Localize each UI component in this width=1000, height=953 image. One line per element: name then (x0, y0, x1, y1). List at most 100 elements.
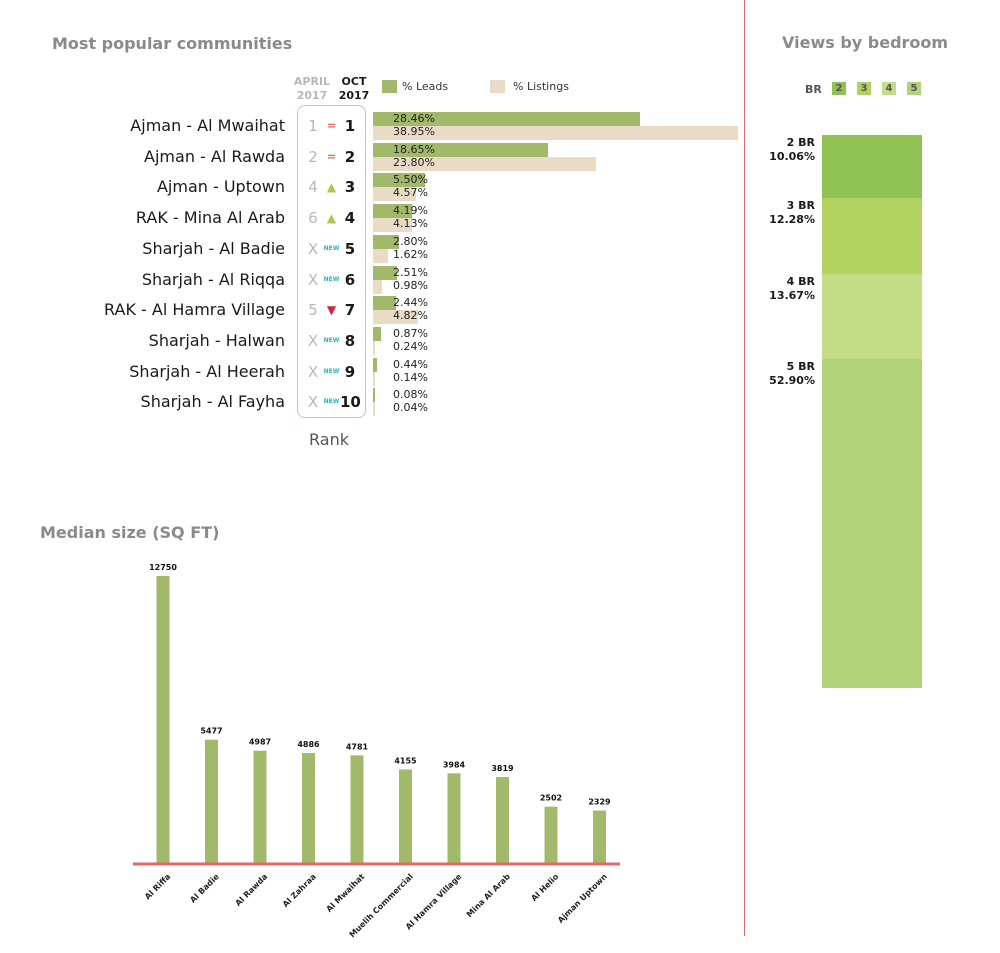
median-size-category-label: Al Helio (529, 872, 560, 903)
april-rank: 6 (308, 209, 318, 228)
leads-value: 28.46% (393, 112, 435, 125)
community-name: Sharjah - Al Heerah (129, 361, 285, 381)
median-size-bar (156, 576, 170, 863)
bedroom-segment-value: 10.06% (769, 150, 815, 163)
listings-value: 0.98% (393, 278, 428, 292)
bedroom-segment-name: 2 BR (786, 136, 815, 149)
listings-bar (373, 279, 383, 294)
april-header-line1: APRIL (293, 75, 331, 88)
community-name: Sharjah - Al Riqqa (141, 269, 285, 289)
legend-leads-label: % Leads (402, 80, 449, 93)
rank-change-indicator: NEW (323, 398, 340, 406)
bedroom-segment-label: 4 BR 13.67% (769, 275, 815, 303)
april-rank: X (307, 331, 319, 350)
leads-bar (373, 112, 640, 126)
median-size-category-label: Al Mwaihat (325, 872, 367, 914)
rank-change-indicator: ▲ (326, 211, 337, 226)
community-name: RAK - Al Hamra Village (104, 300, 285, 320)
listings-value: 0.14% (393, 370, 428, 384)
leads-value: 2.44% (393, 296, 428, 310)
bedroom-key-label: BR (805, 83, 822, 96)
listings-value: 4.13% (393, 217, 428, 231)
median-size-value-label: 4886 (297, 740, 320, 749)
leads-bar (373, 142, 548, 157)
bedroom-segment-value: 52.90% (769, 373, 815, 387)
median-size-category-label: Al Riffa (143, 872, 172, 901)
median-size-category-label: Mina Al Arab (465, 872, 512, 919)
listings-bar (373, 156, 597, 171)
listings-value: 4.57% (393, 186, 428, 200)
bedroom-title: Views by bedroom (782, 33, 949, 52)
oct-rank: 2 (344, 147, 356, 166)
oct-header-line2: 2017 (338, 89, 370, 102)
median-size-category-label: Al Hamra Village (404, 872, 464, 932)
rank-box (297, 105, 366, 418)
rank-change-indicator: NEW (323, 367, 340, 375)
median-size-bar (447, 773, 461, 863)
rank-change-indicator: = (326, 149, 337, 163)
median-size-category-label: Ajman Uptown (556, 872, 609, 925)
oct-rank: 4 (344, 209, 356, 228)
median-size-value-label: 2502 (540, 794, 562, 803)
community-name: Sharjah - Al Badie (142, 238, 285, 258)
bedroom-segment (822, 273, 922, 359)
community-name: Sharjah - Halwan (148, 330, 285, 350)
median-size-value-label: 3819 (491, 764, 514, 773)
leads-bar (373, 234, 400, 249)
leads-bar (373, 388, 375, 403)
community-name: Sharjah - Al Fayha (140, 392, 285, 412)
leads-value: 2.80% (393, 234, 428, 248)
median-size-value-label: 3984 (443, 760, 466, 769)
median-size-bar (544, 806, 558, 863)
median-size-value-label: 4987 (249, 738, 271, 747)
legend-leads-swatch (382, 80, 397, 93)
leads-value: 2.51% (393, 265, 428, 279)
oct-header-line1: OCT (341, 75, 367, 88)
section-divider (744, 0, 745, 936)
listings-bar (373, 310, 419, 325)
leads-bar (373, 296, 396, 311)
listings-value: 4.82% (393, 309, 428, 323)
rank-change-indicator: NEW (323, 275, 340, 283)
bedroom-segment-value: 13.67% (769, 288, 815, 302)
leads-bar (373, 173, 425, 188)
april-rank: 5 (308, 301, 318, 320)
bedroom-segment-label: 3 BR 12.28% (769, 199, 815, 227)
rank-change-indicator: ▲ (326, 180, 337, 195)
listings-value: 38.95% (393, 125, 435, 138)
legend-listings-label: % Listings (513, 80, 569, 93)
bedroom-segment-name: 4 BR (786, 274, 815, 288)
bedroom-segment (822, 135, 922, 198)
april-rank: X (307, 362, 319, 381)
leads-bar (373, 265, 397, 280)
median-size-bar (399, 769, 412, 863)
april-rank: 1 (308, 117, 318, 135)
median-size-bar (350, 755, 364, 863)
rank-caption: Rank (309, 430, 349, 449)
listings-bar (373, 371, 375, 386)
bedroom-key-5: 5 (907, 82, 921, 95)
april-rank: 4 (308, 178, 318, 197)
oct-rank: 1 (344, 117, 356, 135)
community-name: Ajman - Al Mwaihat (130, 116, 285, 135)
bedroom-segment-name: 5 BR (786, 359, 815, 373)
oct-rank: 8 (344, 331, 356, 350)
community-name: Ajman - Al Rawda (144, 146, 285, 166)
leads-value: 0.87% (393, 326, 428, 340)
community-name: Ajman - Uptown (156, 177, 285, 197)
listings-value: 0.24% (393, 339, 428, 353)
oct-rank: 3 (344, 178, 356, 197)
rank-change-indicator: NEW (323, 336, 340, 344)
bedroom-segment (822, 197, 922, 274)
community-name: RAK - Mina Al Arab (135, 208, 285, 228)
bedroom-segment-label: 2 BR 10.06% (769, 136, 815, 164)
median-size-category-label: Al Rawda (233, 872, 269, 908)
april-rank: X (307, 239, 319, 258)
oct-rank: 10 (340, 393, 361, 412)
median-size-bar (593, 810, 606, 863)
april-2017-header: APRIL 2017 (292, 75, 332, 103)
median-size-value-label: 12750 (149, 563, 177, 572)
oct-rank: 6 (344, 270, 356, 289)
leads-value: 0.08% (393, 388, 428, 402)
listings-bar (373, 248, 389, 263)
